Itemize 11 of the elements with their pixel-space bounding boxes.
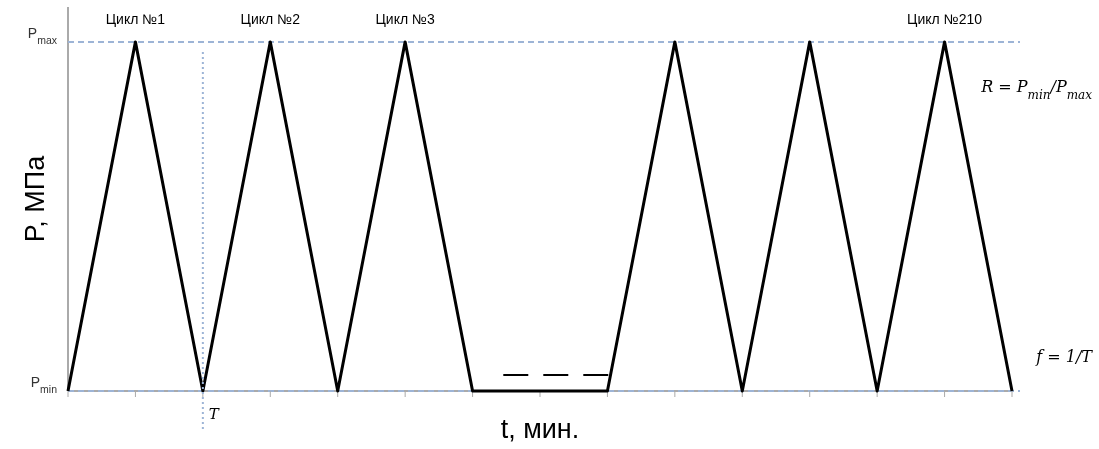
text: f = 1/T — [1035, 347, 1094, 366]
text: Цикл №3 — [375, 10, 436, 27]
y-axis-title: P, МПа — [20, 154, 50, 243]
text: Цикл №2 — [240, 10, 301, 27]
x-axis-title: t, мин. — [500, 414, 580, 444]
text: T — [208, 405, 220, 423]
ref-line-label: P$_{min}$ — [30, 374, 58, 395]
text: Цикл №1 — [105, 10, 166, 27]
text: Цикл №210 — [907, 10, 983, 27]
ref-line-label: P$_{max}$ — [27, 24, 58, 46]
annotation: R = P$_{min}$/P$_{max}$ — [980, 77, 1093, 102]
